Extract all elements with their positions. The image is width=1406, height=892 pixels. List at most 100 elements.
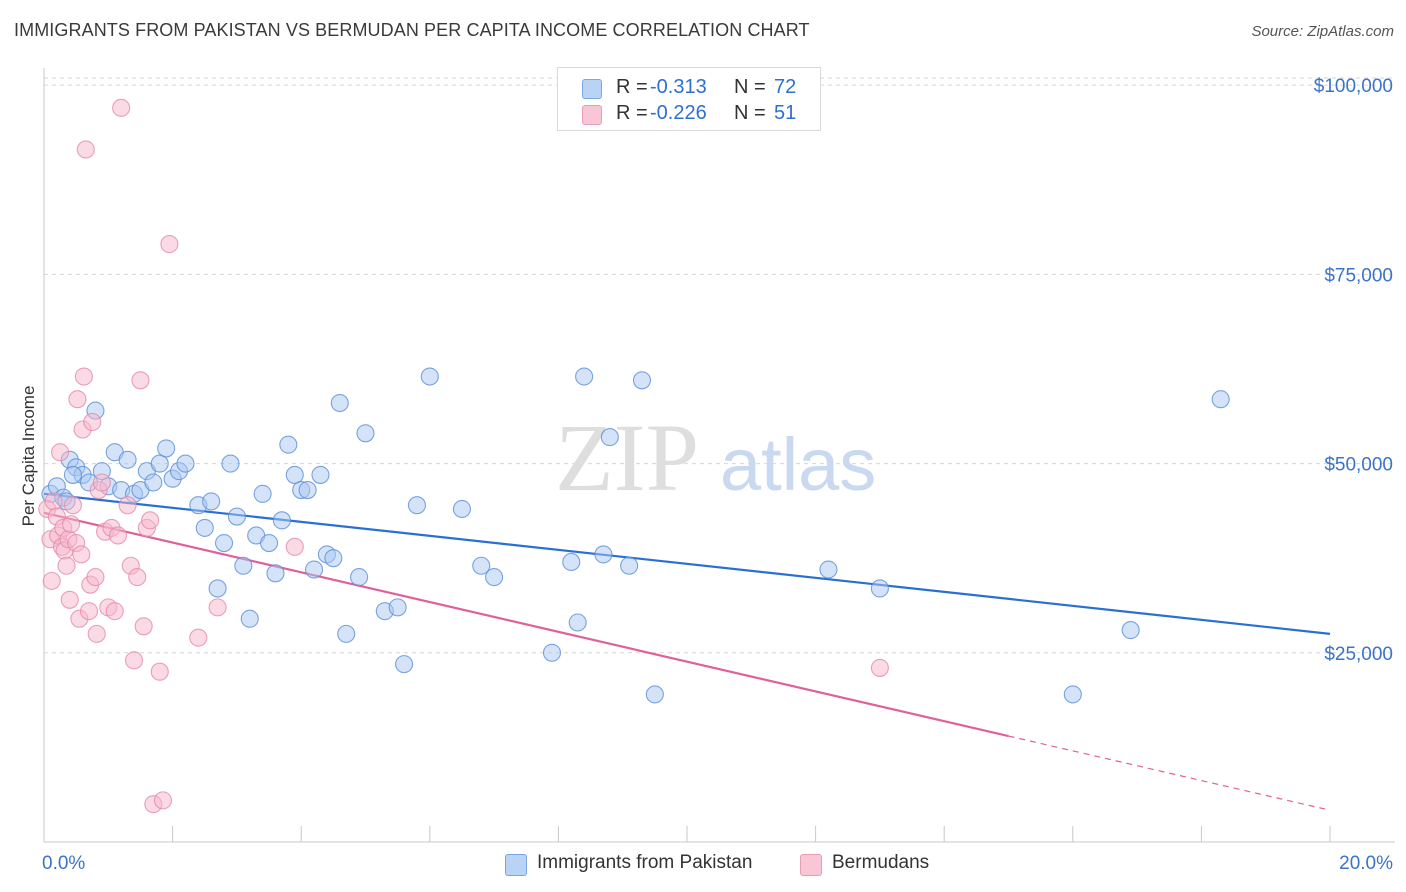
- bermudan-point: [118, 496, 137, 515]
- pakistan-point: [272, 511, 291, 530]
- legend-swatch-blue: [505, 854, 527, 876]
- bermudan-point: [112, 98, 131, 117]
- pakistan-point: [253, 484, 272, 503]
- source-credit: Source: ZipAtlas.com: [1251, 23, 1394, 40]
- pakistan-point: [632, 371, 652, 390]
- legend-swatch-pink: [582, 105, 602, 125]
- pakistan-point: [311, 465, 330, 484]
- bermudan-point: [42, 571, 61, 590]
- bermudan-point: [76, 140, 95, 159]
- pakistan-point: [227, 507, 246, 526]
- bermudan-point: [79, 602, 99, 621]
- legend-n-label: N =: [734, 76, 766, 98]
- pakistan-point: [819, 560, 838, 579]
- y-tick-label: $25,000: [1324, 644, 1393, 665]
- axis-layer: [43, 68, 1395, 843]
- legend-r-value: -0.313: [650, 76, 707, 98]
- pakistan-point: [202, 492, 221, 511]
- pakistan-point: [240, 609, 259, 628]
- chart-title: IMMIGRANTS FROM PAKISTAN VS BERMUDAN PER…: [14, 20, 810, 40]
- bermudan-point: [153, 791, 173, 810]
- watermark-zip: ZIP: [555, 404, 699, 511]
- y-tick-label: $100,000: [1314, 76, 1393, 97]
- pakistan-point: [562, 552, 581, 572]
- x-tick-label: 20.0%: [1339, 853, 1393, 874]
- pakistan-point: [388, 598, 407, 617]
- bermudan-point: [63, 496, 82, 515]
- pakistan-point: [259, 533, 279, 553]
- pakistan-point: [234, 556, 253, 575]
- bermudan-point: [124, 651, 144, 670]
- pakistan-point: [1121, 621, 1140, 640]
- bermudan-point: [83, 412, 102, 431]
- watermark: ZIP atlas: [555, 404, 876, 511]
- legend-r-label: R =: [616, 102, 648, 124]
- bermudan-point: [285, 537, 304, 556]
- trend-layer: [43, 492, 1331, 811]
- bermudan-point: [131, 371, 150, 390]
- pakistan-point: [144, 473, 163, 492]
- bermudan-point: [870, 658, 889, 677]
- pakistan-point: [575, 367, 594, 386]
- legend-label-pakistan: Immigrants from Pakistan: [537, 852, 753, 873]
- bermudan-point: [160, 235, 179, 254]
- series-legend: Immigrants from Pakistan Bermudans: [0, 852, 1406, 878]
- pakistan-point: [485, 568, 504, 587]
- y-axis-label: Per Capita Income: [19, 386, 38, 527]
- pakistan-point: [324, 549, 343, 568]
- legend-n-label: N =: [734, 102, 766, 124]
- legend-r-label: R =: [616, 76, 648, 98]
- legend-row-pakistan: R = -0.313 N = 72: [558, 76, 820, 104]
- bermudan-point: [150, 662, 169, 681]
- pakistan-point: [285, 465, 304, 484]
- bermudan-point: [51, 443, 70, 462]
- pakistan-point: [407, 496, 426, 515]
- pakistan-point: [542, 643, 562, 662]
- pakistan-point: [870, 579, 889, 598]
- bermudan-point: [74, 367, 93, 386]
- pakistan-point: [63, 465, 82, 484]
- pakistan-point: [350, 568, 369, 587]
- bermudan-point: [208, 598, 227, 617]
- bermudan-point: [105, 602, 124, 621]
- points-layer: [38, 98, 1230, 814]
- bermudan-point: [68, 390, 87, 409]
- pakistan-point: [594, 545, 613, 564]
- bermudan-point: [72, 545, 91, 564]
- pakistan-point: [330, 393, 349, 413]
- pakistan-point: [1211, 390, 1230, 409]
- legend-label-bermudans: Bermudans: [832, 852, 930, 873]
- pakistan-point: [420, 367, 439, 386]
- pakistan-point: [266, 564, 285, 583]
- pakistan-point: [221, 454, 240, 473]
- x-tick-label: 0.0%: [42, 853, 85, 874]
- legend-r-value: -0.226: [650, 102, 707, 124]
- watermark-atlas: atlas: [720, 423, 876, 506]
- pakistan-point: [1063, 685, 1082, 704]
- pakistan-trendline: [43, 492, 1331, 635]
- bermudan-point: [87, 624, 106, 643]
- pakistan-point: [208, 579, 227, 598]
- bermudan-point: [57, 556, 76, 575]
- bermudan-point: [60, 590, 79, 609]
- tick-labels: $25,000 $50,000 $75,000 $100,000 0.0% 20.0%: [42, 76, 1393, 874]
- bermudan-point: [108, 526, 127, 545]
- bermudan-trendline: [43, 511, 1009, 738]
- pakistan-point: [452, 499, 472, 519]
- pakistan-point: [645, 685, 664, 704]
- pakistan-point: [176, 454, 195, 473]
- pakistan-point: [118, 450, 137, 469]
- legend-swatch-blue: [582, 79, 602, 99]
- bermudan-point: [141, 511, 160, 530]
- bermudan-point: [134, 617, 153, 636]
- pakistan-point: [600, 428, 619, 447]
- pakistan-point: [356, 424, 375, 443]
- pakistan-point: [620, 556, 639, 575]
- legend-row-bermudans: R = -0.226 N = 51: [558, 102, 820, 130]
- y-tick-label: $75,000: [1324, 265, 1393, 286]
- pakistan-point: [157, 439, 176, 458]
- pakistan-point: [337, 624, 356, 643]
- pakistan-point: [305, 560, 324, 579]
- legend-n-value: 72: [774, 76, 797, 98]
